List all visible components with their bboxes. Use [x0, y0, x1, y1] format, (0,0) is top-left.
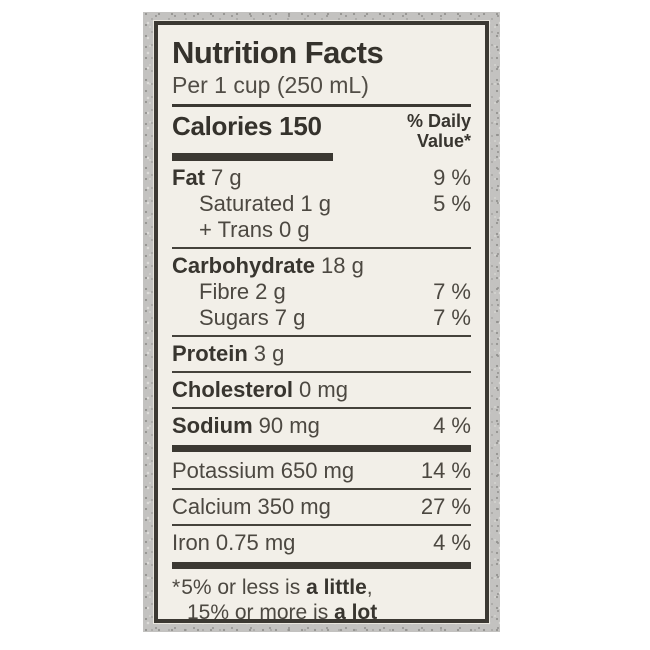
nutrient-name: Carbohydrate: [172, 253, 316, 278]
footnote-line1-bold: a little: [306, 576, 367, 599]
calories-value: 150: [279, 111, 322, 141]
nutrient-row: + Trans 0 g: [172, 217, 471, 243]
nutrient-name: + Trans: [199, 217, 273, 242]
nutrient-row: Potassium 650 mg 14 %: [172, 458, 471, 484]
nutrient-name: Sodium: [172, 413, 253, 438]
nutrient-row: Carbohydrate 18 g: [172, 253, 471, 279]
nutrient-name-amount: Potassium 650 mg: [172, 458, 354, 484]
nutrient-daily-value: 7 %: [433, 305, 471, 330]
nutrient-daily-value: 5 %: [433, 191, 471, 216]
daily-value-header-line2: Value*: [416, 131, 471, 151]
footnote-line2: 15% or more is a lot: [172, 600, 471, 625]
nutrient-name-amount: Fibre 2 g: [199, 279, 286, 305]
nutrient-name: Iron: [172, 530, 210, 555]
nutrient-name-amount: Carbohydrate 18 g: [172, 253, 364, 279]
nutrient-amount: 650 mg: [280, 458, 355, 483]
nutrient-name-amount: Calcium 350 mg: [172, 494, 331, 520]
daily-value-header: % Daily Value*: [407, 111, 471, 151]
label-photo-background: Nutrition Facts Per 1 cup (250 mL) Calor…: [143, 12, 500, 632]
calories-row: Calories 150 % Daily Value*: [172, 111, 471, 151]
divider-thick: [172, 562, 471, 569]
nutrient-amount: 7 g: [211, 165, 242, 190]
nutrient-daily-value: 4 %: [433, 413, 471, 438]
nutrient-name: Protein: [172, 341, 248, 366]
nutrient-daily-value: 14 %: [420, 458, 471, 483]
footnote: *5% or less is a little, 15% or more is …: [172, 575, 471, 625]
nutrient-row: Sodium 90 mg 4 %: [172, 413, 471, 439]
divider-thin: [172, 335, 471, 337]
divider-medium: [172, 104, 471, 107]
divider-thin: [172, 488, 471, 490]
nutrient-row: Fibre 2 g 7 %: [172, 279, 471, 305]
nutrient-amount: 0.75 mg: [215, 530, 296, 555]
nutrient-name-amount: Fat 7 g: [172, 165, 242, 191]
nutrient-name-amount: Saturated 1 g: [199, 191, 331, 217]
nutrient-name-amount: Protein 3 g: [172, 341, 284, 367]
nutrient-row: Saturated 1 g 5 %: [172, 191, 471, 217]
nutrient-amount: 90 mg: [258, 413, 320, 438]
label-title: Nutrition Facts: [172, 35, 384, 70]
nutrient-amount: 0 g: [278, 217, 310, 242]
nutrient-row: Cholesterol 0 mg: [172, 377, 471, 403]
asterisk: *: [172, 576, 181, 599]
divider-thick: [172, 445, 471, 452]
nutrition-facts-label: Nutrition Facts Per 1 cup (250 mL) Calor…: [154, 21, 489, 625]
footnote-line2-text: 15% or more is: [187, 601, 335, 624]
nutrient-amount: 7 g: [274, 305, 306, 330]
nutrient-daily-value: 7 %: [433, 279, 471, 304]
nutrient-name-amount: Cholesterol 0 mg: [172, 377, 348, 403]
nutrient-name: Cholesterol: [172, 377, 294, 402]
divider-thin: [172, 524, 471, 526]
nutrient-name: Fat: [172, 165, 205, 190]
nutrient-row: Iron 0.75 mg 4 %: [172, 530, 471, 556]
calories-underline-bar: [172, 153, 334, 161]
nutrient-daily-value: 27 %: [420, 494, 471, 519]
footnote-line1-comma: ,: [366, 576, 373, 599]
divider-thin: [172, 247, 471, 249]
nutrient-name-amount: Sodium 90 mg: [172, 413, 320, 439]
nutrient-amount: 350 mg: [257, 494, 331, 519]
footnote-line1: *5% or less is a little,: [172, 575, 471, 600]
nutrient-amount: 3 g: [253, 341, 285, 366]
calories-label: Calories: [172, 111, 273, 141]
divider-thin: [172, 407, 471, 409]
nutrient-daily-value: 4 %: [433, 530, 471, 555]
nutrient-row: Calcium 350 mg 27 %: [172, 494, 471, 520]
nutrient-name: Saturated: [199, 191, 295, 216]
nutrient-name-amount: + Trans 0 g: [199, 217, 310, 243]
nutrient-amount: 2 g: [255, 279, 286, 304]
nutrient-amount: 1 g: [300, 191, 331, 216]
calories-label-value: Calories 150: [172, 111, 322, 141]
daily-value-header-line1: % Daily: [406, 111, 471, 131]
nutrient-row: Sugars 7 g 7 %: [172, 305, 471, 331]
nutrient-amount: 0 mg: [299, 377, 348, 402]
nutrient-daily-value: 9 %: [433, 165, 471, 190]
nutrient-name-amount: Iron 0.75 mg: [172, 530, 295, 556]
footnote-line2-bold: a lot: [334, 601, 378, 624]
footnote-line1-text: 5% or less is: [181, 576, 307, 599]
nutrient-name: Potassium: [172, 458, 275, 483]
nutrient-name: Sugars: [199, 305, 269, 330]
nutrient-name-amount: Sugars 7 g: [199, 305, 305, 331]
nutrient-name: Calcium: [172, 494, 252, 519]
nutrient-row: Fat 7 g 9 %: [172, 165, 471, 191]
nutrient-row: Protein 3 g: [172, 341, 471, 367]
divider-thin: [172, 371, 471, 373]
nutrient-amount: 18 g: [321, 253, 364, 278]
nutrient-name: Fibre: [199, 279, 250, 304]
serving-size: Per 1 cup (250 mL): [172, 72, 369, 98]
